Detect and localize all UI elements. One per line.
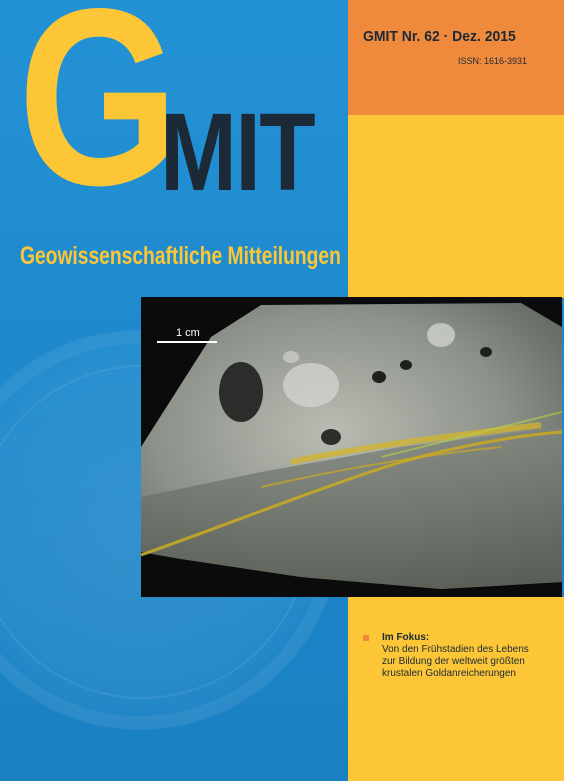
orange-block	[348, 0, 564, 115]
focus-line: Von den Frühstadien des Lebens	[382, 644, 529, 655]
rock-photo	[141, 297, 562, 597]
logo-letter-g: G	[18, 0, 179, 238]
focus-line: zur Bildung der weltweit größten	[382, 656, 525, 667]
focus-bullet	[363, 635, 369, 641]
focus-title: Im Fokus:	[382, 632, 430, 643]
journal-subtitle: Geowissenschaftliche Mitteilungen	[20, 242, 341, 270]
yellow-block-bottom	[348, 597, 564, 781]
rock-specimen-image	[141, 303, 562, 589]
issn: ISSN: 1616-3931	[458, 56, 528, 66]
issue-number: GMIT Nr. 62 · Dez. 2015	[363, 28, 516, 45]
focus-line: krustalen Goldanreicherungen	[382, 668, 516, 679]
logo-mit: MIT	[160, 91, 316, 214]
yellow-block-top	[348, 115, 564, 298]
scale-label: 1 cm	[176, 327, 200, 339]
scale-bar	[157, 341, 217, 343]
